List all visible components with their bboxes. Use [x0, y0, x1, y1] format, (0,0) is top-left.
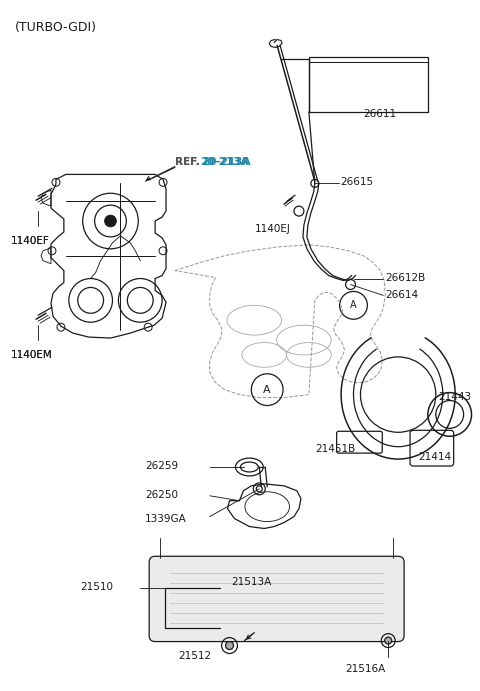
Circle shape — [226, 641, 233, 650]
Text: 26611: 26611 — [363, 109, 396, 119]
Text: 21512: 21512 — [178, 652, 211, 661]
Text: 26250: 26250 — [145, 490, 178, 500]
Text: 1140EM: 1140EM — [12, 350, 53, 360]
Text: 21443: 21443 — [438, 392, 471, 401]
Text: 21414: 21414 — [418, 452, 451, 462]
Text: (TURBO-GDI): (TURBO-GDI) — [15, 21, 97, 34]
Text: 21513A: 21513A — [231, 577, 272, 587]
Text: A: A — [264, 385, 271, 395]
Circle shape — [105, 215, 117, 227]
Text: 20-213A: 20-213A — [202, 156, 250, 167]
Text: 1140EF: 1140EF — [12, 236, 50, 246]
Text: 1140EJ: 1140EJ — [254, 224, 290, 234]
Text: 21516A: 21516A — [346, 664, 386, 674]
Text: 1339GA: 1339GA — [145, 513, 187, 524]
Text: 26614: 26614 — [385, 290, 419, 301]
Text: 26612B: 26612B — [385, 272, 425, 283]
Text: 20-213A: 20-213A — [200, 156, 248, 167]
Text: 1140EF: 1140EF — [12, 236, 50, 246]
Text: 21510: 21510 — [81, 582, 114, 592]
Text: 21451B: 21451B — [315, 444, 355, 454]
Text: REF.: REF. — [175, 156, 200, 167]
Text: 26259: 26259 — [145, 461, 179, 471]
Text: 1140EM: 1140EM — [12, 350, 53, 360]
FancyBboxPatch shape — [149, 556, 404, 641]
Text: A: A — [350, 301, 357, 310]
Text: 26615: 26615 — [341, 178, 374, 187]
Text: REF.: REF. — [175, 156, 200, 167]
Circle shape — [385, 637, 392, 644]
